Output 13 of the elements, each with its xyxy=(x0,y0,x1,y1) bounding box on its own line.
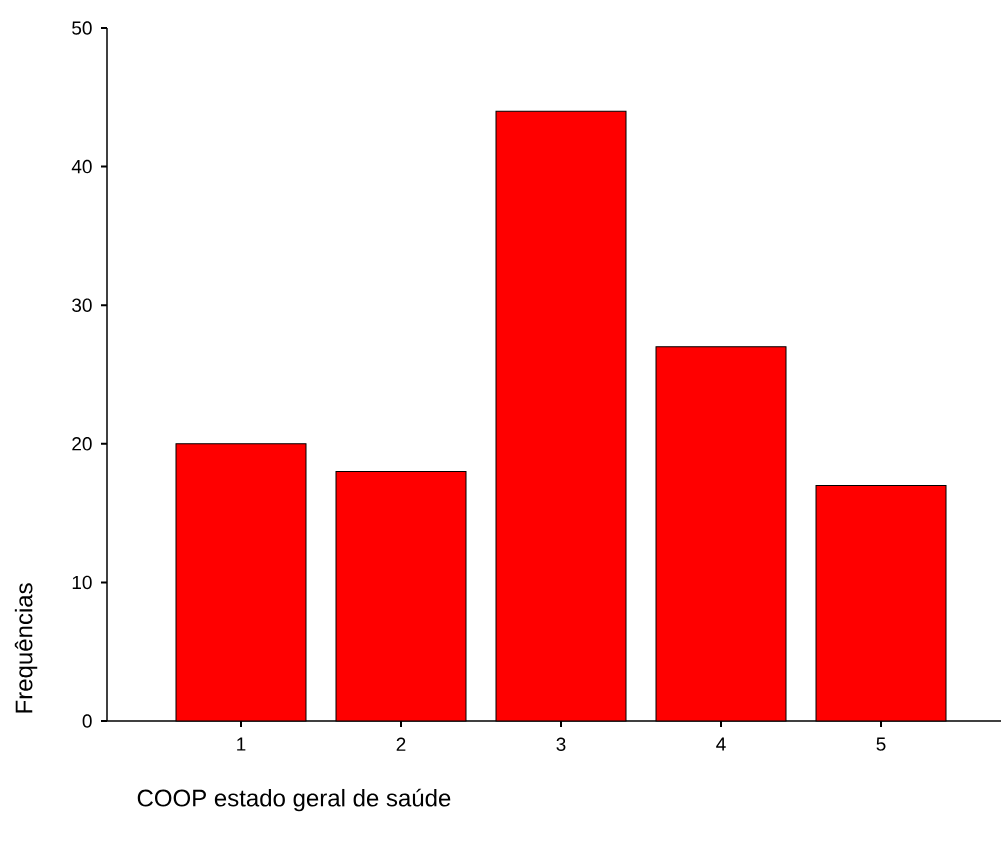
x-tick-label: 3 xyxy=(556,737,566,751)
x-tick-label: 4 xyxy=(716,737,726,751)
x-tick-label: 1 xyxy=(237,737,246,751)
y-tick-label: 30 xyxy=(72,298,92,312)
y-tick-label: 0 xyxy=(82,714,92,728)
y-axis-title: Frequências xyxy=(14,583,38,713)
y-tick-label: 50 xyxy=(72,21,92,35)
x-tick-label: 5 xyxy=(876,737,886,751)
y-tick-label: 40 xyxy=(71,159,92,174)
x-tick-label: 2 xyxy=(396,737,406,751)
x-axis-title: COOP estado geral de saúde xyxy=(137,788,451,812)
y-tick-label: 20 xyxy=(72,437,92,451)
y-tick-label: 10 xyxy=(72,575,92,590)
